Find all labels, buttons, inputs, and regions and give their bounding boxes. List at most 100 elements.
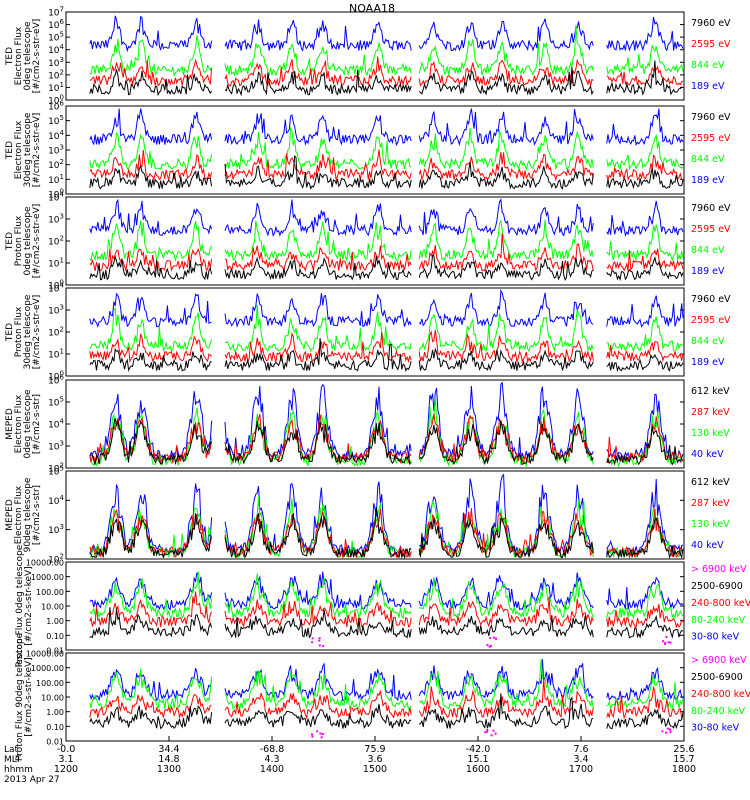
magenta-burst-point [486,730,489,733]
y-tick-label: 1.00 [46,708,64,717]
series-trace-black [89,254,684,282]
magenta-burst-point [318,637,321,640]
magenta-burst-point [316,730,319,733]
magenta-burst-point [494,732,497,735]
y-axis-label-line: TED [5,141,15,160]
y-tick-label: 101 [48,173,64,186]
y-tick-label: 10.00 [41,694,64,703]
legend-entry: 612 keV [691,386,730,397]
series-trace-blue [89,108,684,147]
y-tick-label: 105 [48,114,64,127]
y-tick-label: 105 [48,396,64,409]
legend-entry: 844 eV [691,245,725,256]
y-axis-label-line: 90deg telescope [23,477,33,552]
y-tick-label: 102 [48,158,64,171]
legend-entry: 189 eV [691,175,725,186]
panel-7: 0.01 0.10 1.00 10.00 100.00 1000.00 10000.00Pr… [15,544,750,667]
y-axis-label-line: [#/cm2-s-str-keV] [24,657,34,736]
x-tick-label-lat: -68.8 [260,744,285,755]
series-trace-black [89,154,684,190]
x-tick-label-lat: -0.0 [57,744,76,755]
x-tick-label-lat: 75.9 [364,744,385,755]
y-tick-label: 104 [48,418,64,431]
y-tick-label: 0.01 [46,738,64,747]
magenta-burst-point [669,731,672,734]
panel-8: 0.01 0.10 1.00 10.00 100.00 1000.00 10000.00Pr… [15,632,750,761]
legend-entry: 2500-6900 [691,672,743,683]
x-tick-label-lat: 34.4 [158,744,179,755]
y-tick-label: 104 [48,43,64,56]
magenta-burst-point [318,639,321,642]
x-tick-label-mlt: 15.7 [673,754,694,765]
y-axis-label-line: 30deg telescope [23,294,33,369]
y-axis-label-line: TED [5,323,15,342]
y-tick-label: 100.00 [36,679,64,688]
legend-entry: 189 eV [691,357,725,368]
legend-entry: 844 eV [691,336,725,347]
y-tick-label: 101 [48,81,64,94]
legend-entry: 240-800 keV [691,689,750,700]
y-tick-label: 100 [48,188,64,201]
magenta-burst-point [667,641,670,644]
y-tick-label: 10000.00 [26,650,64,659]
legend-entry: 130 keV [691,519,730,530]
legend-entry: 80-240 keV [691,615,746,626]
series-trace-green [89,571,684,620]
y-axis-label-line: [#/cm2-s-str-eV] [32,19,42,94]
y-tick-label: 0.10 [46,632,64,641]
y-tick-label: 100.00 [36,588,64,597]
legend-entry: 80-240 keV [691,706,746,717]
y-axis-label-line: Electron Flux [14,120,24,179]
y-axis-label-line: 30deg telescope [23,112,33,187]
x-row-label: Lat [4,745,19,755]
magenta-burst-point [488,645,491,648]
x-tick-label-mlt: 3.6 [367,754,382,765]
y-axis-label-line: 0deg telescope [23,389,33,459]
y-tick-label: 0.10 [46,723,64,732]
y-tick-label: 1000.00 [31,664,64,673]
y-axis-label-line: Electron Flux [14,485,24,544]
legend-entry: 287 keV [691,498,730,509]
series-trace-green [89,126,684,171]
x-tick-label-lat: 7.6 [573,744,588,755]
legend-entry: 7960 eV [691,294,731,305]
legend-entry: > 6900 keV [691,564,747,575]
y-tick-label: 106 [48,100,64,113]
magenta-burst-point [665,636,668,638]
y-tick-label: 103 [48,56,64,69]
legend-entry: 30-80 keV [691,632,740,643]
series-trace-blue [89,288,684,328]
y-axis-label-line: [#/cm2-s-str-eV] [32,204,42,279]
x-tick-label-hhmm: 1200 [54,764,78,775]
y-tick-label: 104 [48,282,64,295]
y-tick-label: 103 [48,440,64,453]
y-tick-label: 102 [48,235,64,248]
series-trace-black [89,693,684,730]
panel-3: 100 101 102 103 104 TED Proton Flux 0deg telesc… [5,191,731,292]
y-tick-label: 10.00 [41,603,64,612]
magenta-burst-point [664,641,667,644]
magenta-burst-point [495,637,497,640]
x-row-label: MLT [4,755,22,765]
series-trace-blue [89,659,684,702]
y-axis-label-line: 0deg telescope [23,206,33,276]
y-tick-label: 104 [48,129,64,142]
magenta-burst-point [492,729,495,732]
panel-frame [65,470,685,560]
y-tick-label: 0.01 [46,647,64,656]
y-tick-label: 10000.00 [26,559,64,568]
series-trace-green [89,304,684,353]
x-row-label: hhmm [4,765,33,775]
magenta-burst-point [493,636,496,639]
y-axis-label-line: Proton Flux [14,306,24,357]
magenta-burst-point [489,644,492,647]
y-tick-label: 1000.00 [31,573,64,582]
y-axis-label-line: Proton Flux 90deg telescope [15,632,25,761]
magenta-burst-point [669,728,672,731]
series-trace-red [89,508,684,559]
magenta-burst-point [311,637,314,640]
legend-entry: 287 keV [691,407,730,418]
